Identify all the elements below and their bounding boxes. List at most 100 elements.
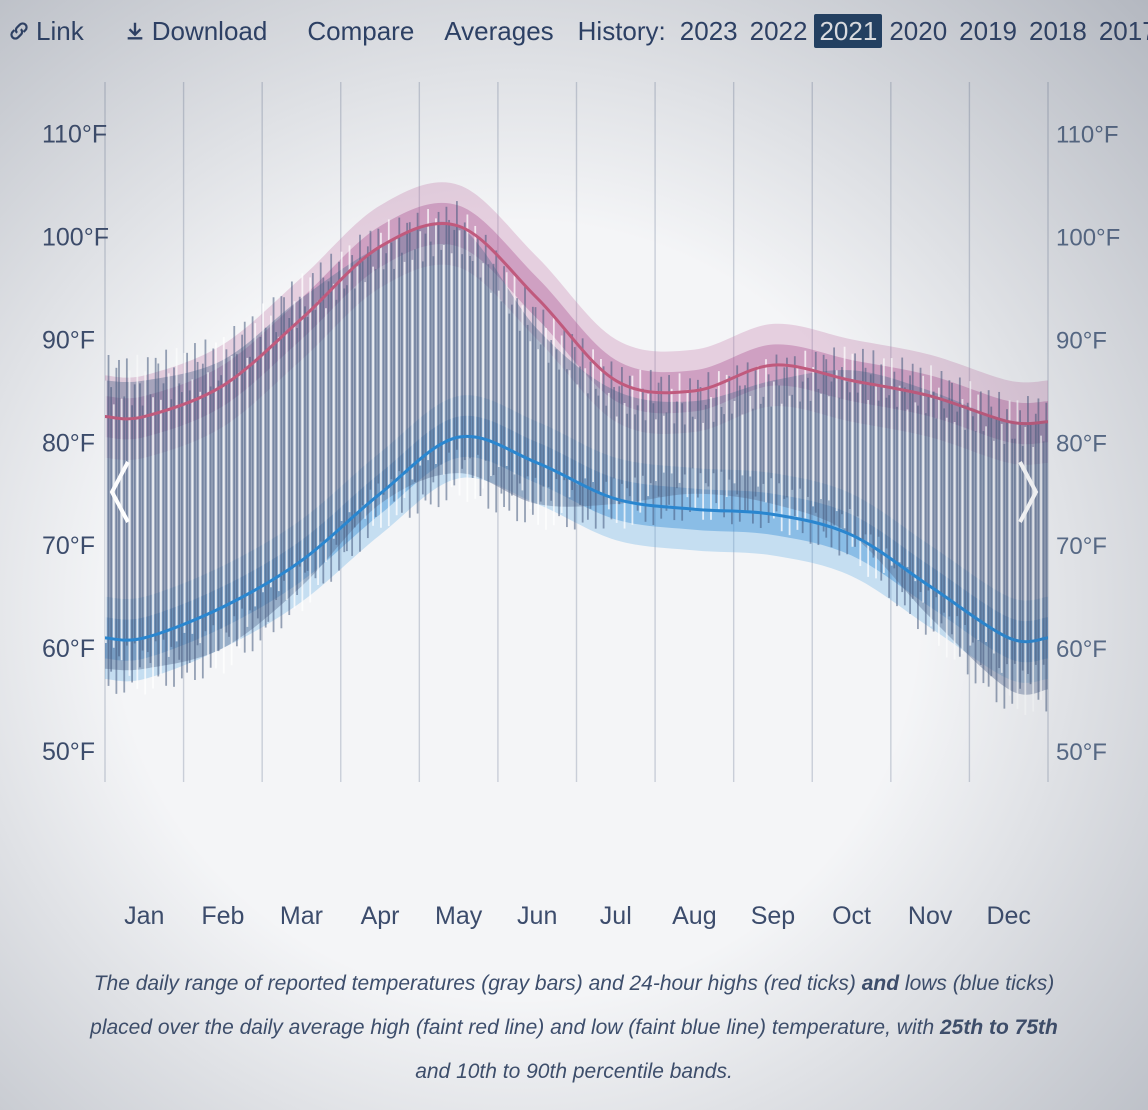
year-2017[interactable]: 2017 (1098, 15, 1148, 46)
year-2022[interactable]: 2022 (749, 15, 808, 46)
daily-bar (427, 209, 429, 461)
daily-bar (421, 261, 424, 495)
year-2021[interactable]: 2021 (814, 13, 883, 48)
year-2018[interactable]: 2018 (1029, 15, 1087, 46)
compare-button[interactable]: Compare (307, 15, 415, 46)
daily-bar (615, 416, 618, 523)
daily-bar (940, 370, 943, 624)
daily-bar (864, 367, 867, 535)
daily-bar (516, 298, 519, 522)
daily-bar (348, 245, 351, 513)
daily-bar (694, 419, 697, 511)
daily-bar (1016, 400, 1019, 709)
daily-bar (1040, 435, 1042, 700)
daily-bar (712, 421, 715, 474)
daily-bar (157, 363, 160, 677)
daily-bar (733, 401, 736, 484)
daily-bar (880, 364, 883, 581)
daily-bar (144, 371, 147, 695)
daily-bar (306, 317, 309, 571)
daily-bar (618, 386, 621, 505)
daily-bar (537, 349, 540, 525)
daily-bar (982, 431, 985, 684)
daily-bar (416, 212, 419, 514)
daily-bar (503, 266, 505, 508)
daily-bar (613, 387, 615, 479)
y-tick-label-right: 110°F (1056, 121, 1119, 148)
daily-bar (325, 308, 327, 562)
daily-bar (298, 296, 301, 567)
daily-bar (972, 416, 974, 643)
daily-bar (563, 328, 566, 481)
daily-bar (979, 391, 982, 666)
daily-bar (529, 341, 532, 510)
daily-bar (385, 253, 388, 490)
daily-bar (610, 361, 613, 520)
daily-bar (406, 222, 409, 473)
daily-bar (139, 383, 141, 668)
toolbar: Link Download Compare Averages History: … (0, 0, 1148, 62)
y-tick-label-left: 70°F (42, 532, 95, 560)
daily-bar (275, 332, 278, 601)
next-chevron-icon[interactable] (1018, 461, 1039, 523)
y-tick-label-left: 90°F (42, 326, 95, 354)
daily-bar (717, 371, 720, 512)
daily-bar (322, 277, 325, 584)
daily-bar (437, 211, 440, 508)
daily-bar (115, 367, 118, 694)
month-label: Dec (986, 902, 1030, 930)
y-tick-label-right: 100°F (1056, 224, 1120, 251)
download-button[interactable]: Download (124, 16, 267, 47)
year-2019[interactable]: 2019 (959, 15, 1017, 46)
month-label: Oct (832, 902, 871, 930)
daily-bar (264, 327, 267, 628)
daily-bar (484, 234, 487, 461)
daily-bar (867, 399, 870, 577)
daily-bar (369, 230, 372, 490)
daily-bar (641, 388, 644, 476)
daily-bar (896, 406, 898, 607)
year-2020[interactable]: 2020 (889, 15, 948, 46)
daily-bar (807, 377, 809, 497)
daily-bar (752, 408, 754, 524)
daily-bar (288, 318, 291, 616)
daily-bar (914, 402, 917, 582)
daily-bar (411, 259, 414, 480)
daily-bar (573, 347, 576, 530)
daily-bar (770, 406, 773, 479)
daily-bar (757, 365, 760, 487)
chart-caption: The daily range of reported temperatures… (40, 962, 1108, 1094)
year-2023[interactable]: 2023 (679, 15, 738, 46)
averages-button[interactable]: Averages (444, 15, 554, 46)
daily-bar (542, 309, 545, 487)
link-label: Link (36, 15, 84, 46)
daily-bar (820, 393, 822, 500)
daily-bar (270, 315, 272, 588)
daily-bar (833, 347, 836, 526)
daily-bar (560, 335, 563, 513)
daily-bar (314, 309, 317, 579)
daily-bar (830, 381, 833, 548)
daily-bar (600, 359, 602, 494)
daily-bar (772, 381, 775, 519)
daily-bar (710, 397, 712, 520)
download-icon (127, 22, 143, 40)
daily-bar (754, 370, 757, 497)
daily-bar (937, 387, 940, 646)
daily-bar (783, 367, 786, 499)
daily-bar (801, 381, 804, 534)
daily-bar (513, 273, 516, 475)
daily-bar (372, 266, 374, 526)
daily-bar (403, 261, 406, 498)
daily-bar (120, 398, 123, 661)
daily-bar (235, 354, 238, 647)
daily-bar (841, 367, 843, 515)
daily-bar (361, 261, 364, 506)
daily-bar (382, 269, 385, 495)
prev-chevron-icon[interactable] (109, 461, 130, 523)
link-button[interactable]: Link (8, 16, 84, 47)
y-tick-label-left: 50°F (42, 738, 95, 766)
daily-bar (927, 397, 930, 591)
daily-bar (605, 405, 608, 482)
daily-bar (128, 370, 131, 676)
